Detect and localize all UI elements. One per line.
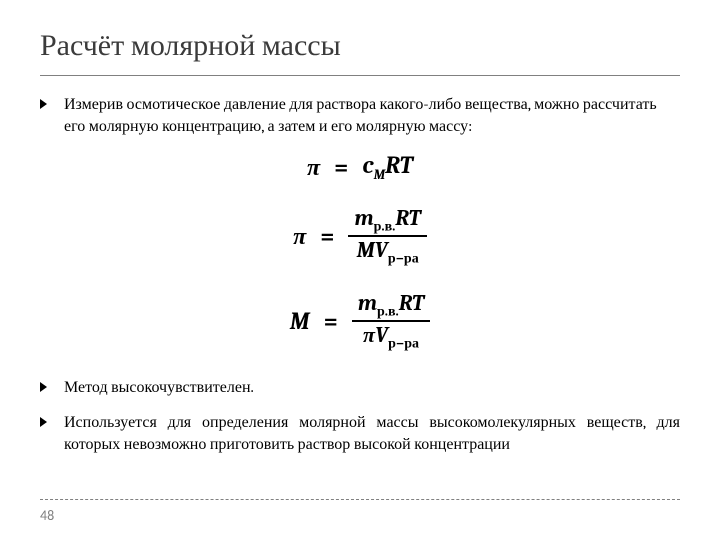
slide-title: Расчёт молярной массы: [40, 28, 680, 76]
formula-block: π = cMRT π = mр.в.RT MVр−ра M =: [40, 151, 680, 352]
f1-lhs: π: [307, 153, 320, 182]
slide-root: Расчёт молярной массы Измерив осмотическ…: [0, 0, 720, 540]
equals-icon: =: [316, 222, 338, 250]
bullet-item-2: Метод высокочувствителен.: [40, 377, 680, 399]
bullet-item-3: Используется для определения молярной ма…: [40, 412, 680, 455]
footer-divider: [40, 499, 680, 500]
formula-1: π = cMRT: [307, 151, 413, 183]
bullet-list-2: Метод высокочувствителен. Используется д…: [40, 377, 680, 456]
bullet-item-1: Измерив осмотическое давление для раство…: [40, 94, 680, 137]
page-number: 48: [40, 507, 54, 524]
f2-numerator: mр.в.RT: [348, 205, 426, 237]
formula-2: π = mр.в.RT MVр−ра: [293, 205, 427, 268]
f2-denominator: MVр−ра: [351, 237, 425, 267]
bullet-marker-icon: [40, 417, 47, 427]
f3-fraction: mр.в.RT πVр−ра: [352, 290, 430, 353]
f3-numerator: mр.в.RT: [352, 290, 430, 322]
equals-icon: =: [320, 307, 342, 335]
equals-icon: =: [330, 153, 352, 181]
formula-3: M = mр.в.RT πVр−ра: [290, 290, 431, 353]
f3-lhs: M: [290, 307, 310, 335]
bullet-text: Используется для определения молярной ма…: [64, 413, 680, 453]
bullet-text: Метод высокочувствителен.: [64, 378, 254, 396]
bullet-list: Измерив осмотическое давление для раство…: [40, 94, 680, 137]
bullet-marker-icon: [40, 382, 47, 392]
f1-rhs: cMRT: [362, 151, 413, 183]
bullet-text: Измерив осмотическое давление для раство…: [64, 95, 657, 135]
f2-fraction: mр.в.RT MVр−ра: [348, 205, 426, 268]
f3-denominator: πVр−ра: [357, 322, 425, 352]
f2-lhs: π: [293, 222, 306, 251]
bullet-marker-icon: [40, 99, 47, 109]
